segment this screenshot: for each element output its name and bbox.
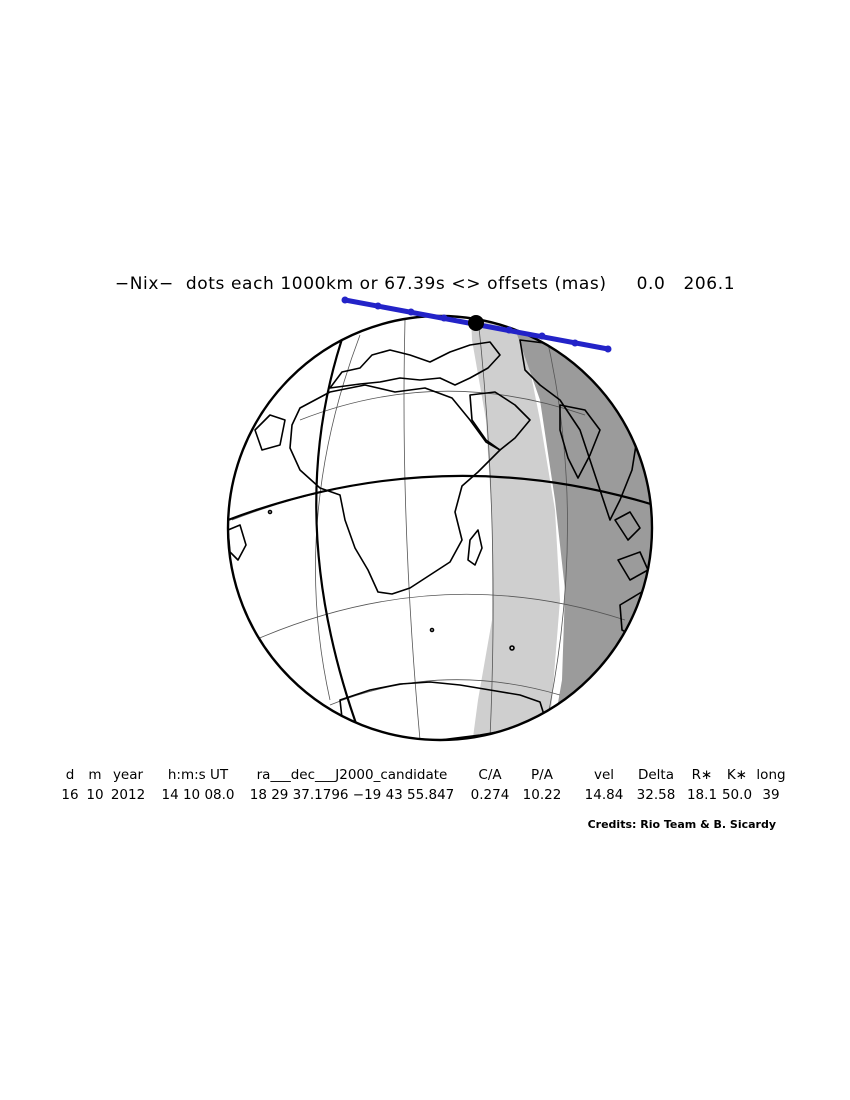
- meridian-line: [315, 329, 364, 740]
- credits-text: Credits: Rio Team & B. Sicardy: [587, 818, 776, 831]
- header-rstar: R∗: [691, 767, 713, 783]
- header-long: long: [756, 767, 786, 783]
- header-time: h:m:s UT: [167, 767, 229, 783]
- chart-title: −Nix− dots each 1000km or 67.39s <> offs…: [114, 274, 736, 294]
- track-dot: [538, 332, 546, 340]
- header-m: m: [88, 767, 102, 783]
- value-long: 39: [762, 787, 780, 803]
- value-d: 16: [61, 787, 79, 803]
- header-delta: Delta: [637, 767, 675, 783]
- header-radec: ra___dec___J2000_candidate: [256, 767, 448, 783]
- value-m: 10: [86, 787, 104, 803]
- value-year: 2012: [110, 787, 146, 803]
- value-rstar: 18.1: [686, 787, 718, 803]
- track-dot: [374, 302, 382, 310]
- track-dot: [505, 326, 513, 334]
- value-kstar: 50.0: [721, 787, 753, 803]
- header-ca: C/A: [478, 767, 502, 783]
- value-vel: 14.84: [584, 787, 624, 803]
- track-dot: [407, 308, 415, 316]
- header-vel: vel: [593, 767, 615, 783]
- value-time: 14 10 08.0: [161, 787, 235, 803]
- shadow-track: [341, 296, 612, 353]
- value-radec: 18 29 37.1796 −19 43 55.847: [249, 787, 455, 803]
- header-kstar: K∗: [726, 767, 748, 783]
- header-year: year: [112, 767, 144, 783]
- track-dot: [341, 296, 349, 304]
- track-dot: [571, 339, 579, 347]
- header-d: d: [65, 767, 75, 783]
- header-pa: P/A: [531, 767, 553, 783]
- value-pa: 10.22: [522, 787, 562, 803]
- value-ca: 0.274: [470, 787, 510, 803]
- value-delta: 32.58: [636, 787, 676, 803]
- equator-line: [228, 474, 652, 522]
- track-dot: [440, 314, 448, 322]
- track-dot: [604, 345, 612, 353]
- closest-approach-marker: [468, 315, 484, 331]
